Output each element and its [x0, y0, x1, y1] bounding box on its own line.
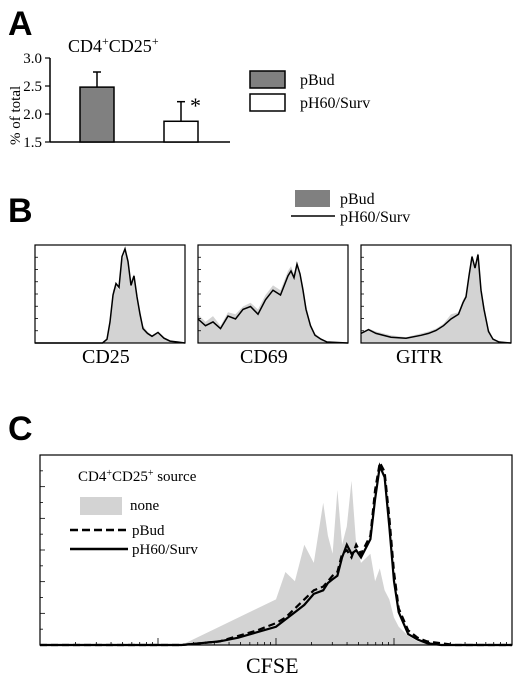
histogram-label-gitr: GITR: [396, 346, 443, 368]
panel-a-bars: [79, 71, 199, 143]
bar: [79, 86, 115, 143]
panel-c-xlabel: CFSE: [246, 653, 299, 678]
histogram-label-cd69: CD69: [240, 346, 288, 368]
legend-label-ph60: pH60/Surv: [300, 95, 370, 112]
panel-label-b: B: [8, 192, 33, 230]
panel-label-c: C: [8, 410, 33, 448]
y-tick-label: 1.5: [23, 135, 42, 151]
legend-label-ph60-b: pH60/Surv: [340, 209, 410, 226]
bar: [163, 120, 199, 143]
legend-label-ph60-c: pH60/Surv: [132, 542, 198, 558]
legend-swatch-pbud-b: [295, 190, 330, 207]
legend-label-pbud-c: pBud: [132, 523, 165, 539]
legend-label-none: none: [130, 498, 160, 514]
histogram-line-ph60: [35, 246, 186, 344]
y-tick-label: 3.0: [23, 51, 42, 67]
cfse-line-ph60: [40, 462, 512, 647]
histogram-area-pbud: [361, 251, 511, 343]
legend-swatch-none: [80, 497, 122, 515]
histogram-line-ph60: [197, 261, 349, 344]
panel-a-title: CD4+CD25+: [68, 34, 159, 56]
histogram-area-pbud: [35, 251, 185, 343]
panel-a-ylabel: % of total: [8, 86, 24, 145]
legend-label-pbud-b: pBud: [340, 191, 375, 208]
histogram-label-cd25: CD25: [82, 346, 130, 368]
cfse-area-none: [40, 480, 512, 645]
y-tick-label: 2.5: [23, 79, 42, 95]
histogram-line-ph60: [360, 254, 512, 344]
significance-marker: *: [190, 93, 201, 118]
legend-swatch-pbud: [249, 70, 286, 89]
panel-label-a: A: [8, 5, 33, 43]
panel-c-legend-title: CD4+CD25+ source: [78, 468, 197, 486]
panel-b-histograms: [34, 244, 512, 344]
legend-label-pbud: pBud: [300, 72, 335, 89]
y-tick-label: 2.0: [23, 107, 42, 123]
legend-swatch-ph60: [249, 93, 286, 112]
histogram-area-pbud: [198, 261, 348, 343]
panel-c-histogram: [39, 454, 513, 647]
